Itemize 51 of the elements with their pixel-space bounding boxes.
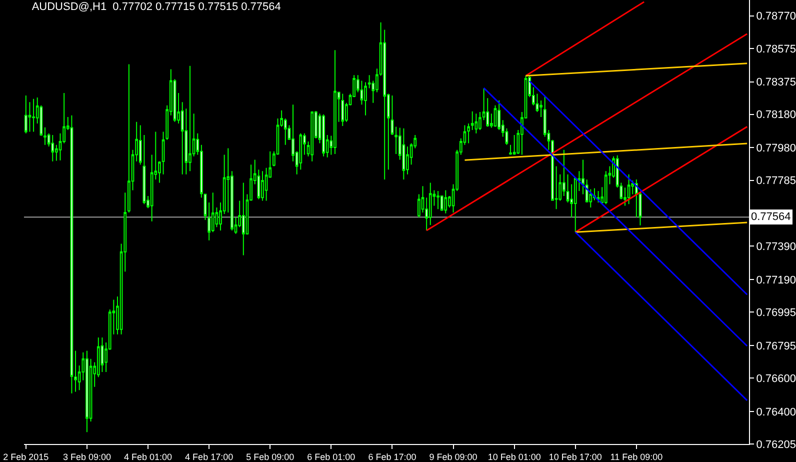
candlestick [100, 337, 104, 373]
candlestick [322, 114, 325, 157]
candlestick [334, 50, 336, 155]
x-tick-label: 2 Feb 2015 [3, 452, 49, 462]
candlestick [299, 132, 302, 170]
y-tick-label: 0.78375 [756, 76, 796, 89]
y-tick-label: 0.76205 [756, 438, 796, 451]
candlestick [436, 190, 440, 210]
y-tick-label: 0.77190 [756, 274, 796, 286]
x-tick-label: 11 Feb 09:00 [610, 452, 663, 462]
y-tick-label: 0.76995 [756, 306, 796, 319]
candlestick [242, 182, 245, 256]
y-tick-label: 0.77980 [756, 142, 796, 155]
y-tick-label: 0.76600 [756, 372, 796, 385]
candlestick [364, 82, 367, 116]
candlestick [44, 126, 46, 146]
candlestick [604, 170, 608, 205]
candlestick [188, 65, 192, 172]
chart-title: AUDUSD@,H1 0.77702 0.77715 0.77515 0.77564 [32, 1, 281, 14]
candlestick [474, 113, 478, 134]
y-tick-label: 0.77390 [756, 241, 796, 254]
ref-line-label: 0.77564 [751, 211, 791, 223]
x-tick-label: 4 Feb 01:00 [124, 452, 172, 462]
candlestick [24, 94, 28, 134]
candlestick [444, 190, 448, 214]
y-tick-label: 0.78180 [756, 109, 796, 122]
y-tick-label: 0.77785 [756, 175, 796, 188]
y-tick-label: 0.76400 [756, 406, 796, 418]
x-tick-label: 3 Feb 09:00 [62, 452, 111, 462]
candlestick [51, 134, 54, 162]
y-tick-label: 0.78770 [756, 10, 796, 23]
x-tick-label: 9 Feb 09:00 [429, 452, 478, 462]
x-tick-label: 5 Feb 09:00 [246, 452, 294, 462]
x-tick-label: 4 Feb 17:00 [185, 452, 234, 462]
candlestick [86, 350, 88, 433]
candlestick [32, 98, 35, 132]
candlestick [596, 190, 600, 203]
x-tick-label: 10 Feb 01:00 [488, 452, 541, 462]
x-tick-label: 6 Feb 17:00 [368, 452, 416, 462]
x-tick-label: 10 Feb 17:00 [548, 452, 602, 462]
x-tick-label: 6 Feb 01:00 [307, 452, 356, 462]
candlestick [128, 64, 130, 213]
candlestick [470, 110, 474, 131]
y-tick-label: 0.76795 [756, 340, 796, 352]
candlestick [341, 93, 344, 127]
candlestick [261, 170, 264, 202]
candlestick [310, 110, 314, 162]
candlestick [627, 174, 630, 205]
candlestick [402, 128, 406, 180]
y-tick-label: 0.78575 [756, 43, 796, 56]
candlestick [467, 123, 470, 144]
